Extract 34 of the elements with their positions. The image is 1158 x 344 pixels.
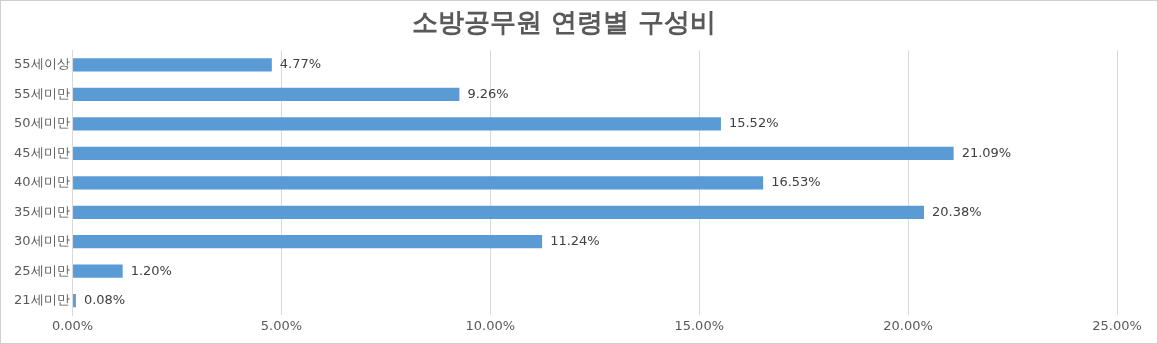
y-tick-label: 55세미만 (14, 85, 70, 101)
bar (73, 176, 764, 190)
data-label: 4.77% (279, 56, 322, 72)
bar (73, 235, 543, 249)
bar (73, 58, 272, 72)
x-tick-label: 15.00% (674, 317, 725, 333)
y-tick-label: 21세미만 (14, 292, 70, 308)
y-tick-label: 40세미만 (14, 174, 70, 190)
bar (73, 205, 924, 219)
data-label: 16.53% (771, 174, 821, 190)
y-tick-label: 35세미만 (14, 203, 70, 219)
y-tick-label: 25세미만 (14, 262, 70, 278)
data-label: 0.08% (83, 292, 126, 308)
x-tick-label: 0.00% (51, 317, 94, 333)
data-label: 9.26% (467, 85, 509, 101)
data-label: 1.20% (130, 262, 172, 278)
y-tick-label: 30세미만 (14, 233, 70, 249)
data-label: 20.38% (931, 203, 982, 219)
data-label: 15.52% (728, 115, 779, 131)
bar (73, 146, 954, 160)
bar (73, 264, 123, 278)
data-label: 11.24% (550, 233, 600, 249)
x-tick-label: 20.00% (883, 317, 933, 333)
y-tick-label: 55세이상 (14, 56, 70, 72)
bar (73, 294, 76, 308)
chart-title: 소방공무원 연령별 구성비 (411, 7, 717, 38)
x-tick-label: 10.00% (465, 317, 516, 333)
data-label: 21.09% (961, 144, 1012, 160)
x-tick-label: 25.00% (1092, 317, 1142, 333)
y-tick-label: 50세미만 (14, 115, 70, 131)
x-tick-label: 5.00% (260, 317, 303, 333)
bar (73, 87, 460, 102)
y-tick-label: 45세미만 (14, 144, 70, 160)
bar (73, 117, 721, 131)
